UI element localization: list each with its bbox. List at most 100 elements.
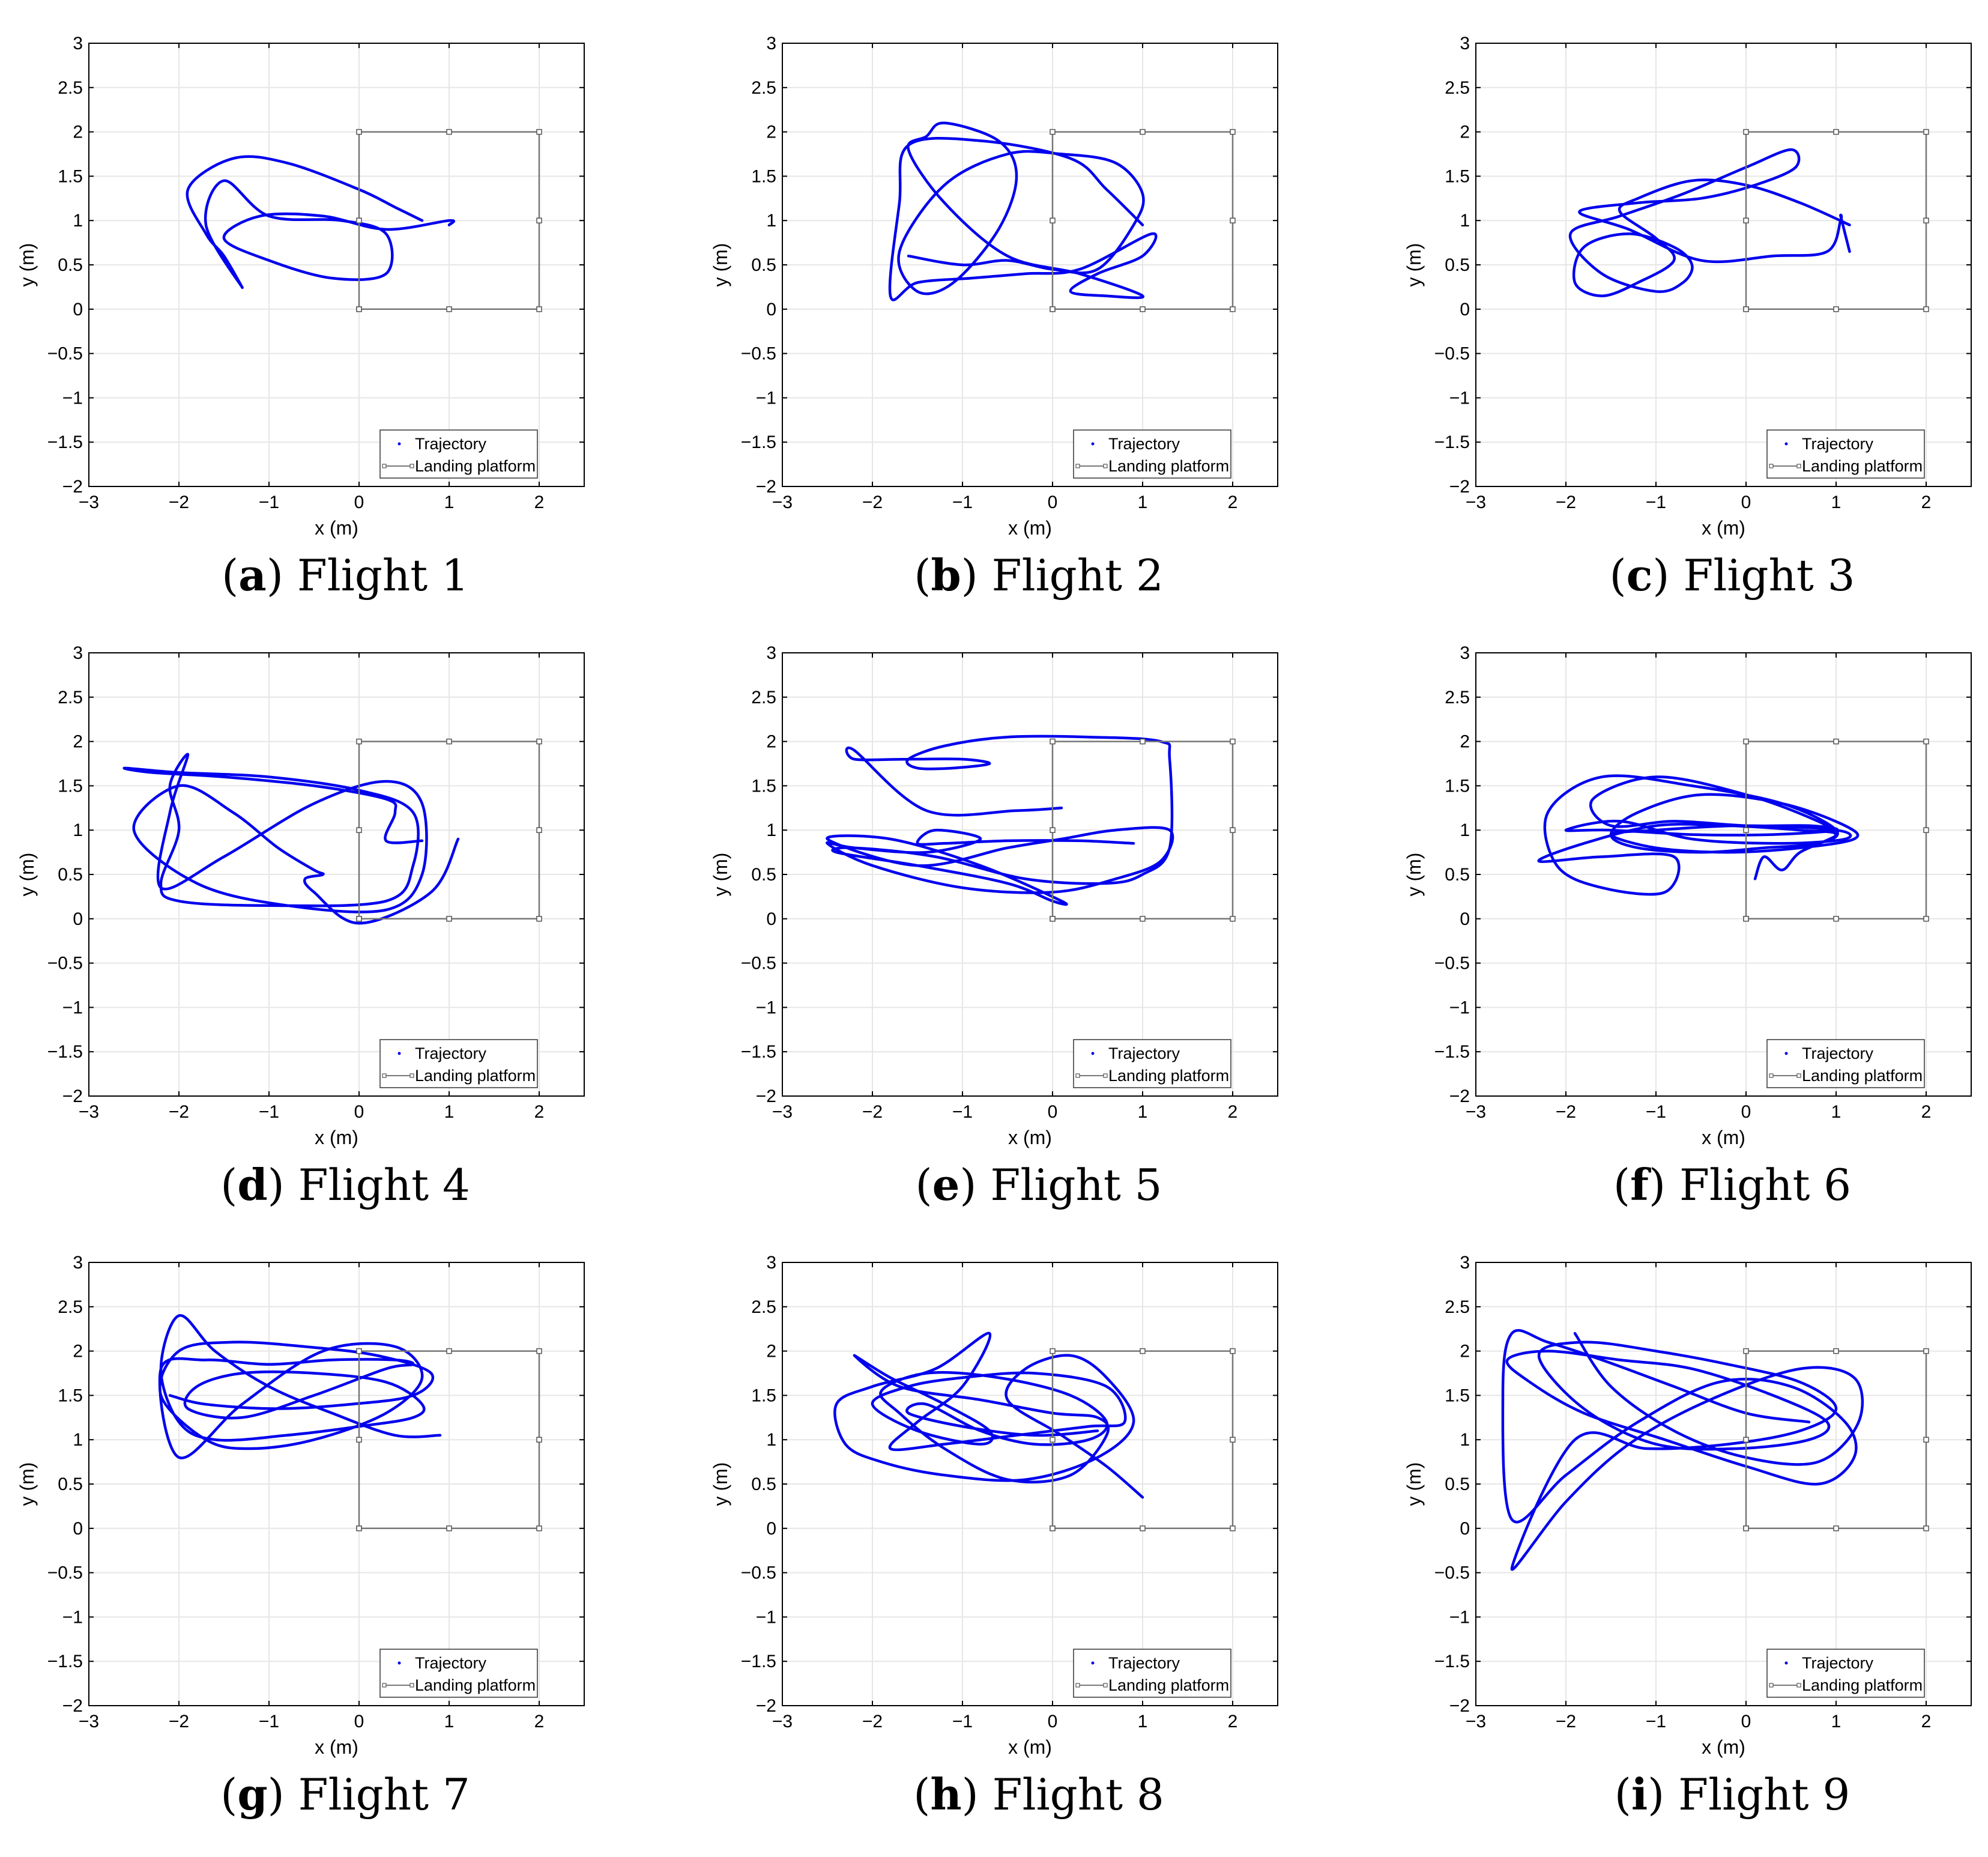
y-tick-label: 3: [1460, 1253, 1470, 1273]
x-tick-label: 1: [444, 1102, 455, 1122]
landing-platform-marker: [536, 217, 542, 223]
panel-caption: (b) Flight 2: [914, 550, 1164, 601]
x-tick-label: −1: [1646, 492, 1666, 512]
panel-caption-title: Flight 6: [1679, 1160, 1852, 1210]
legend-box: [1073, 429, 1231, 479]
landing-platform-marker: [356, 129, 362, 135]
legend: Trajectory Landing platform: [1766, 1649, 1925, 1698]
legend-platform-label: Landing platform: [415, 1676, 536, 1694]
x-tick-label: −2: [1556, 1712, 1576, 1731]
landing-platform-marker: [1923, 217, 1929, 223]
y-tick-label: 2.5: [1445, 78, 1470, 98]
landing-platform-marker: [1230, 129, 1236, 135]
y-tick-label: 3: [766, 34, 776, 53]
x-tick-label: 2: [534, 1712, 545, 1731]
y-tick-label: 3: [766, 643, 776, 663]
x-tick-label: −1: [259, 1712, 279, 1731]
legend-trajectory-label: Trajectory: [1802, 1654, 1874, 1672]
x-tick-label: −3: [1466, 1102, 1486, 1122]
x-tick-label: 0: [1741, 492, 1751, 512]
y-tick-label: 0.5: [751, 255, 776, 275]
y-axis-label: y (m): [16, 853, 38, 897]
panel-caption: (a) Flight 1: [222, 550, 469, 601]
landing-platform-marker: [1743, 738, 1749, 745]
panel-caption-title: Flight 3: [1683, 550, 1855, 601]
y-axis-label: y (m): [710, 1462, 731, 1506]
x-axis-label: x (m): [1008, 1736, 1052, 1758]
y-tick-label: −1.5: [1434, 432, 1470, 452]
x-tick-label: 1: [444, 492, 455, 512]
y-tick-label: −1: [756, 1607, 776, 1627]
legend-platform-label: Landing platform: [1802, 457, 1923, 475]
plot-svg: −3 −2 −1 0 1 2−2−1.5−1−0.500.511.522.53x (m)y…: [16, 1253, 585, 1758]
legend: Trajectory Landing platform: [1766, 429, 1925, 479]
x-tick-label: 1: [1138, 1102, 1148, 1122]
x-tick-label: 0: [1741, 1102, 1751, 1122]
panel-caption-title: Flight 9: [1678, 1769, 1851, 1820]
x-tick-label: 2: [1921, 1712, 1932, 1731]
y-tick-label: −1: [1449, 998, 1470, 1017]
y-tick-label: 1.5: [1445, 776, 1470, 796]
legend-platform-marker: [1075, 1683, 1080, 1688]
y-tick-label: 2: [766, 1342, 776, 1362]
y-tick-label: −0.5: [1434, 1563, 1470, 1583]
y-tick-label: −1.5: [47, 432, 83, 452]
legend-platform-label: Landing platform: [1108, 1676, 1229, 1694]
y-tick-label: −2: [62, 477, 83, 497]
x-tick-label: −2: [1556, 1102, 1576, 1122]
y-tick-label: 2.5: [1445, 1297, 1470, 1317]
legend-platform-label: Landing platform: [1802, 1067, 1923, 1085]
landing-platform-marker: [1743, 217, 1749, 223]
legend-platform-marker: [1075, 1073, 1080, 1078]
landing-platform-marker: [1833, 916, 1839, 922]
trajectory-line: [1568, 148, 1851, 297]
landing-platform-marker: [1230, 306, 1236, 312]
y-tick-label: 0: [73, 909, 83, 929]
landing-platform-marker: [1743, 1437, 1749, 1443]
landing-platform-marker: [356, 217, 362, 223]
legend-platform-marker: [1103, 1683, 1108, 1688]
legend-trajectory-label: Trajectory: [1108, 1654, 1180, 1672]
y-tick-label: −0.5: [741, 344, 776, 364]
landing-platform-marker: [536, 1525, 542, 1531]
landing-platform-marker: [1923, 306, 1929, 312]
x-tick-label: −1: [952, 1712, 973, 1731]
x-tick-label: −2: [169, 1102, 189, 1122]
legend-trajectory-label: Trajectory: [1802, 1044, 1874, 1062]
trajectory-line: [833, 1331, 1144, 1499]
legend-platform-marker: [1769, 464, 1774, 468]
landing-platform-marker: [446, 306, 452, 312]
y-tick-label: 1: [73, 211, 83, 231]
panel-flight-1: −3 −2 −1 0 1 2 −2 −1.5 −1 −0.5 0 0.5 1 1.5 2 2.5 3 x (m) y…: [0, 0, 690, 610]
landing-platform-marker: [1050, 916, 1056, 922]
y-tick-label: −0.5: [1434, 954, 1470, 974]
x-tick-label: 2: [1228, 492, 1238, 512]
y-tick-label: 0.5: [1445, 865, 1470, 885]
panel-caption-letter: d: [237, 1159, 268, 1210]
landing-platform-marker: [536, 827, 542, 833]
legend-platform-label: Landing platform: [1802, 1676, 1923, 1694]
legend-platform-label: Landing platform: [415, 1067, 536, 1085]
legend-platform-marker: [409, 464, 414, 468]
landing-platform-marker: [536, 306, 542, 312]
y-tick-label: 2.5: [58, 1297, 83, 1317]
legend-box: [379, 1649, 538, 1698]
landing-platform-marker: [536, 129, 542, 135]
legend-platform-marker: [382, 1073, 387, 1078]
landing-platform-marker: [1140, 306, 1146, 312]
landing-platform-marker: [1230, 1348, 1236, 1354]
x-tick-label: −2: [169, 492, 189, 512]
legend-trajectory-marker: [397, 1052, 401, 1055]
x-axis-label: x (m): [315, 1736, 358, 1758]
x-tick-label: −1: [259, 492, 279, 512]
landing-platform-marker: [356, 1437, 362, 1443]
plot-svg: −3 −2 −1 0 1 2−2−1.5−1−0.500.511.522.53x (m)y…: [710, 1253, 1278, 1758]
panel-caption: (c) Flight 3: [1609, 550, 1855, 601]
legend: Trajectory Landing platform: [1766, 1039, 1925, 1088]
x-tick-label: −2: [1556, 492, 1576, 512]
y-axis-label: y (m): [1403, 1462, 1425, 1506]
legend-trajectory-marker: [397, 1661, 401, 1665]
legend-trajectory-marker: [397, 442, 401, 446]
y-tick-label: 2: [1460, 732, 1470, 752]
y-axis-label: y (m): [16, 1462, 38, 1506]
